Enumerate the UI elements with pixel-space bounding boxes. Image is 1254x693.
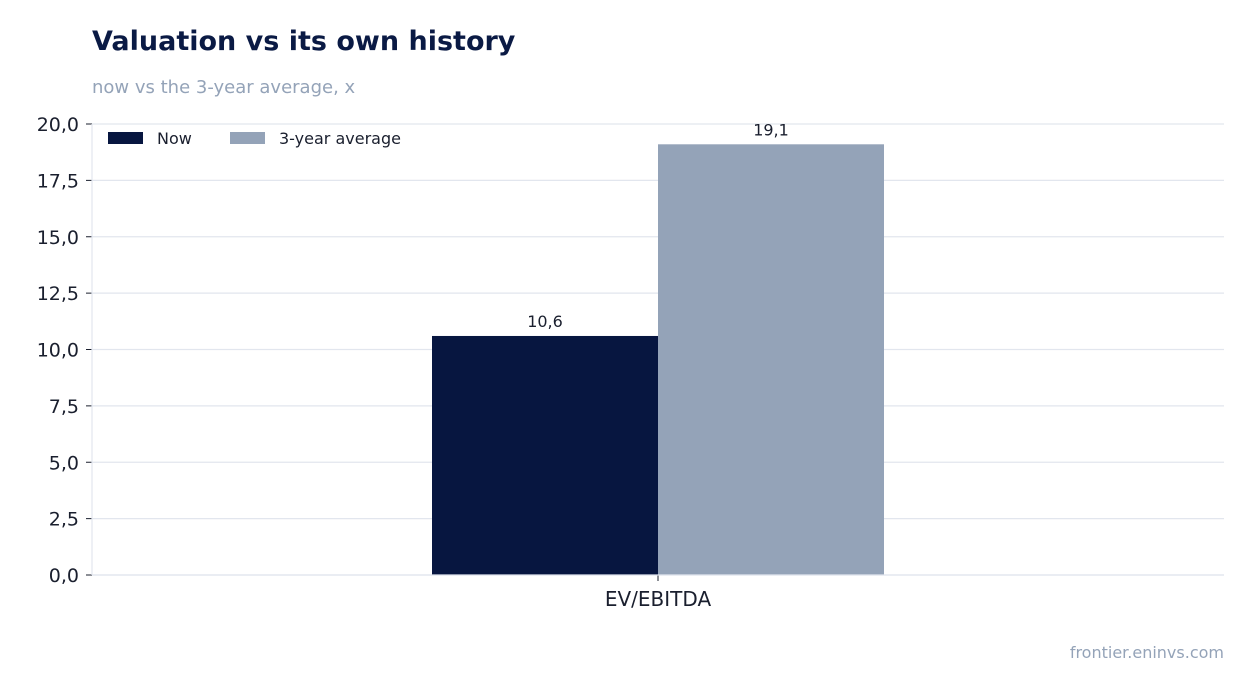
y-tick-label: 20,0 (37, 114, 79, 136)
data-label: 19,1 (753, 120, 789, 139)
y-tick-label: 17,5 (37, 170, 79, 192)
y-tick-label: 0,0 (49, 565, 79, 587)
y-tick-label: 12,5 (37, 283, 79, 305)
data-label: 10,6 (527, 312, 563, 331)
source-credit: frontier.eninvs.com (1069, 643, 1224, 662)
y-tick-label: 5,0 (49, 452, 79, 474)
bar-now (432, 335, 658, 575)
x-tick-label: EV/EBITDA (605, 587, 712, 611)
legend-label: 3-year average (279, 129, 401, 148)
legend-swatch (108, 132, 143, 144)
y-tick-label: 7,5 (49, 396, 79, 418)
y-tick-label: 15,0 (37, 227, 79, 249)
chart-subtitle: now vs the 3-year average, x (92, 77, 356, 98)
legend-swatch (230, 132, 265, 144)
bar-3-year-average (658, 144, 884, 576)
y-tick-label: 2,5 (49, 509, 79, 531)
chart-title: Valuation vs its own history (92, 26, 516, 57)
legend-label: Now (157, 129, 192, 148)
y-tick-label: 10,0 (37, 340, 79, 362)
